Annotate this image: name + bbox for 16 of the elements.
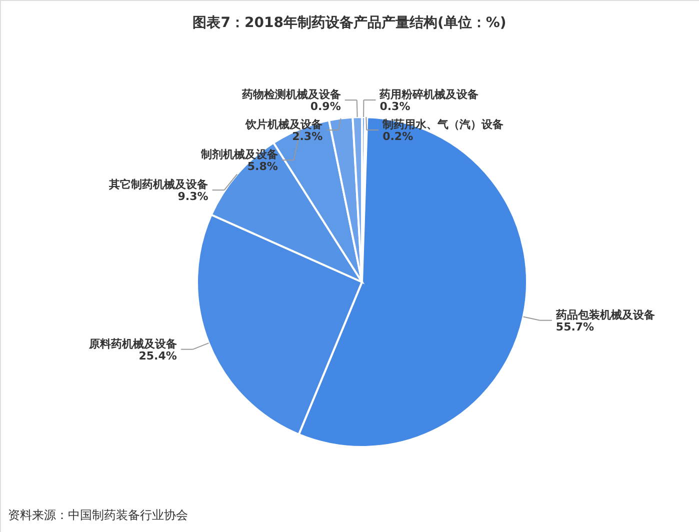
text: 资料来源：中国制药装备行业协会 (8, 508, 188, 522)
data-label: 0.3% (380, 100, 410, 114)
data-label: 0.2% (382, 130, 414, 144)
data-label: 2.3% (292, 130, 323, 144)
data-label: 5.8% (247, 160, 278, 174)
slice-label: 制剂机械及设备 (200, 148, 278, 162)
data-label: 9.3% (178, 190, 208, 204)
slice-label: 药用粉碎机械及设备 (378, 88, 479, 102)
data-label: 0.9% (310, 100, 341, 114)
chart-title: 图表7：2018年制药设备产品产量结构(单位：%) (192, 14, 506, 31)
slice-label: 药品包装机械及设备 (554, 308, 655, 322)
slice-label: 原料药机械及设备 (88, 337, 177, 350)
slice-label: 药物检测机械及设备 (240, 88, 341, 102)
data-label: 55.7% (556, 320, 594, 334)
slice-label: 其它制药机械及设备 (108, 178, 208, 192)
data-label: 25.4% (138, 349, 177, 362)
